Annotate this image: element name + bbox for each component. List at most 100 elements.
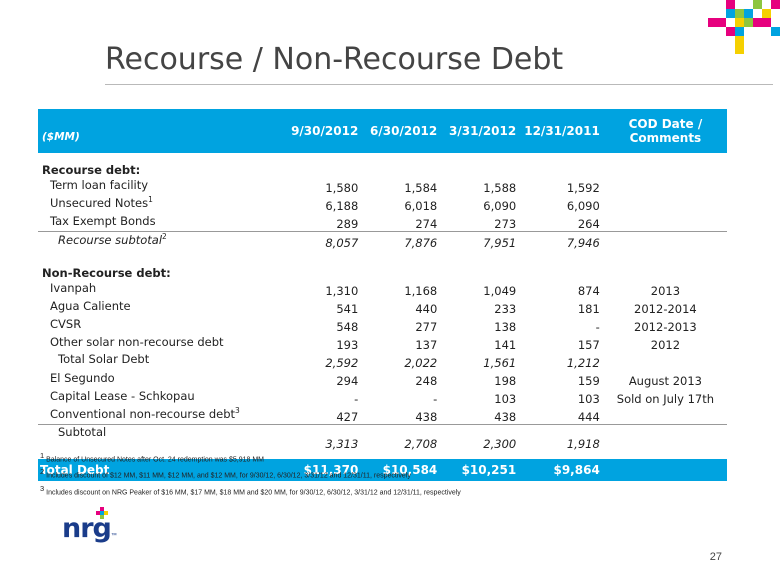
cell-value: $9,864	[520, 459, 604, 481]
cell-value: 6,090	[483, 199, 517, 213]
table-row: Term loan facility 1,580 1,584 1,588 1,592	[38, 177, 727, 195]
cod-header: COD Date / Comments	[603, 109, 727, 153]
row-label: Recourse subtotal2	[38, 231, 284, 250]
cell-value: 548	[336, 320, 359, 334]
cell-value: 181	[577, 302, 600, 316]
footnote: 1 Balance of Unsecured Notes after Oct. …	[40, 451, 265, 464]
row-comment	[604, 177, 727, 195]
cell-value: 2,592	[325, 356, 359, 370]
logo-tm: ™	[110, 533, 117, 539]
table-row: Conventional non-recourse debt3 427 438 438…	[38, 406, 727, 425]
cell-value: 1,168	[404, 284, 438, 298]
row-comment	[604, 213, 727, 232]
row-label: Unsecured Notes1	[50, 195, 153, 210]
row-label: CVSR	[50, 316, 82, 331]
row-label: Total Debt	[38, 459, 284, 481]
cell-value: 294	[336, 374, 359, 388]
row-label: Subtotal	[38, 424, 284, 451]
cell-value: 198	[494, 374, 517, 388]
cell-value: 1,561	[483, 356, 517, 370]
table-row: Unsecured Notes1 6,188 6,018 6,090 6,090	[38, 195, 727, 213]
cell-value: 541	[336, 302, 359, 316]
cell-value: 277	[415, 320, 438, 334]
table-row: Tax Exempt Bonds 289 274 273 264	[38, 213, 727, 232]
cell-value: 438	[494, 410, 517, 424]
total-row: Total Debt $11,370 $10,584 $10,251 $9,86…	[38, 459, 727, 481]
cell-value: 2,022	[404, 356, 438, 370]
cell-value: 6,188	[325, 199, 359, 213]
row-label: Total Solar Debt	[58, 352, 150, 366]
cell-value: 248	[415, 374, 438, 388]
logo-spark-icon	[96, 507, 108, 519]
cell-value: 1,310	[325, 284, 359, 298]
cell-value: 2,708	[362, 424, 442, 451]
cell-value: 7,876	[362, 231, 442, 250]
cell-value: 444	[577, 410, 600, 424]
cell-value: 273	[494, 217, 517, 231]
column-header: 12/31/2011	[520, 109, 604, 153]
row-label: Ivanpah	[50, 280, 97, 295]
brand-pattern-icon	[708, 0, 780, 54]
row-comment	[604, 406, 727, 425]
subtotal-row: Subtotal 3,313 2,708 2,300 1,918	[38, 424, 727, 451]
cell-value: -	[595, 320, 600, 334]
cell-value: 1,212	[566, 356, 600, 370]
row-comment	[604, 195, 727, 213]
cell-value: $10,584	[362, 459, 442, 481]
cell-value: 233	[494, 302, 517, 316]
nonrecourse-header: Non-Recourse debt:	[42, 266, 171, 280]
cell-value: 6,090	[566, 199, 600, 213]
table-row: CVSR 548 277 138 - 2012-2013	[38, 316, 727, 334]
row-label: Conventional non-recourse debt3	[50, 406, 240, 421]
row-comment: 2012	[650, 338, 681, 352]
cell-value: 874	[577, 284, 600, 298]
cell-value: 7,946	[520, 231, 604, 250]
table-row: Capital Lease - Schkopau - - 103 103 Sold on …	[38, 388, 727, 406]
cell-value: $10,251	[441, 459, 521, 481]
recourse-subtotal-row: Recourse subtotal2 8,057 7,876 7,951 7,9…	[38, 231, 727, 250]
row-comment: 2012-2014	[634, 302, 697, 316]
cell-value: 6,018	[404, 199, 438, 213]
cell-value: 141	[494, 338, 517, 352]
cell-value: -	[354, 392, 359, 406]
cell-value: 3,313	[283, 424, 363, 451]
cell-value: 8,057	[283, 231, 363, 250]
cell-value: 2,300	[441, 424, 521, 451]
cell-value: -	[433, 392, 438, 406]
cell-value: 103	[494, 392, 517, 406]
cell-value: 138	[494, 320, 517, 334]
cell-value: $11,370	[283, 459, 363, 481]
row-comment: 2013	[650, 284, 681, 298]
cell-value: 1,588	[483, 181, 517, 195]
column-header: 6/30/2012	[362, 109, 442, 153]
cell-value: 137	[415, 338, 438, 352]
recourse-header: Recourse debt:	[42, 163, 141, 177]
cell-value: 264	[577, 217, 600, 231]
solar-total-row: Total Solar Debt 2,592 2,022 1,561 1,212	[38, 352, 727, 370]
units-label: ($MM)	[38, 109, 284, 153]
cell-value: 193	[336, 338, 359, 352]
cell-value: 1,049	[483, 284, 517, 298]
row-comment: 2012-2013	[634, 320, 697, 334]
cell-value: 1,918	[520, 424, 604, 451]
cell-value: 440	[415, 302, 438, 316]
row-label: Tax Exempt Bonds	[50, 213, 156, 228]
cell-value: 438	[415, 410, 438, 424]
footnote: 3 Includes discount on NRG Peaker of $16…	[40, 484, 461, 497]
table-header-row: ($MM) 9/30/2012 6/30/2012 3/31/2012 12/3…	[38, 109, 727, 153]
column-header: 9/30/2012	[283, 109, 363, 153]
cell-value: 274	[415, 217, 438, 231]
table-row: Other solar non-recourse debt 193 137 141 15…	[38, 334, 727, 352]
table-row: Agua Caliente 541 440 233 181 2012-2014	[38, 298, 727, 316]
cell-value: 427	[336, 410, 359, 424]
row-comment: August 2013	[628, 374, 702, 388]
footnote: 2 Includes discount of $12 MM, $11 MM, $…	[40, 467, 411, 480]
title-divider	[105, 84, 773, 85]
cell-value: 7,951	[441, 231, 521, 250]
row-comment: Sold on July 17th	[616, 392, 715, 406]
row-label: El Segundo	[50, 370, 115, 385]
row-label: Term loan facility	[50, 177, 149, 192]
section-header-row: Recourse debt:	[38, 153, 727, 177]
cell-value: 1,580	[325, 181, 359, 195]
cell-value: 103	[577, 392, 600, 406]
